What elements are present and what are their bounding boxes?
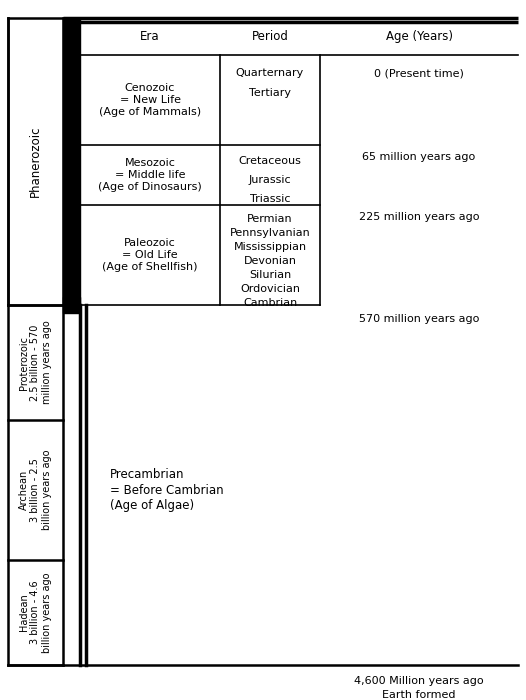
Text: Proterozoic
2.5 billion - 570
million years ago: Proterozoic 2.5 billion - 570 million ye… xyxy=(19,321,52,405)
Text: Mississippian: Mississippian xyxy=(234,242,307,252)
Text: Mesozoic
= Middle life
(Age of Dinosaurs): Mesozoic = Middle life (Age of Dinosaurs… xyxy=(98,158,202,192)
Text: Cenozoic
= New Life
(Age of Mammals): Cenozoic = New Life (Age of Mammals) xyxy=(99,83,201,117)
Text: Tertiary: Tertiary xyxy=(249,88,291,98)
Text: Ordovician: Ordovician xyxy=(240,284,300,294)
Text: 0 (Present time): 0 (Present time) xyxy=(374,68,464,78)
Text: Earth formed: Earth formed xyxy=(382,690,456,700)
Text: Hadean
3 billion - 4.6
billion years ago: Hadean 3 billion - 4.6 billion years ago xyxy=(19,573,52,652)
Text: Phanerozoic: Phanerozoic xyxy=(29,126,42,197)
Text: Quarternary: Quarternary xyxy=(236,68,304,78)
Text: Triassic: Triassic xyxy=(250,194,290,204)
Text: Period: Period xyxy=(251,30,288,43)
Text: Era: Era xyxy=(140,30,160,43)
Text: Pennsylvanian: Pennsylvanian xyxy=(230,228,310,238)
Text: Archean
3 billion - 2.5
billion years ago: Archean 3 billion - 2.5 billion years ag… xyxy=(19,450,52,531)
Text: Devonian: Devonian xyxy=(244,256,297,266)
Bar xyxy=(63,18,80,305)
Text: Cretaceous: Cretaceous xyxy=(239,156,301,166)
Text: 570 million years ago: 570 million years ago xyxy=(359,314,479,324)
Text: Paleozoic
= Old Life
(Age of Shellfish): Paleozoic = Old Life (Age of Shellfish) xyxy=(102,239,198,272)
Text: 4,600 Million years ago: 4,600 Million years ago xyxy=(354,676,484,686)
Text: Cambrian: Cambrian xyxy=(243,298,297,308)
Text: Age (Years): Age (Years) xyxy=(386,30,452,43)
Bar xyxy=(63,297,80,313)
Text: Jurassic: Jurassic xyxy=(249,175,291,185)
Text: Precambrian
= Before Cambrian
(Age of Algae): Precambrian = Before Cambrian (Age of Al… xyxy=(110,468,224,512)
Text: 65 million years ago: 65 million years ago xyxy=(362,152,476,162)
Text: Permian: Permian xyxy=(247,214,293,224)
Text: 225 million years ago: 225 million years ago xyxy=(359,212,479,222)
Text: Silurian: Silurian xyxy=(249,270,291,280)
